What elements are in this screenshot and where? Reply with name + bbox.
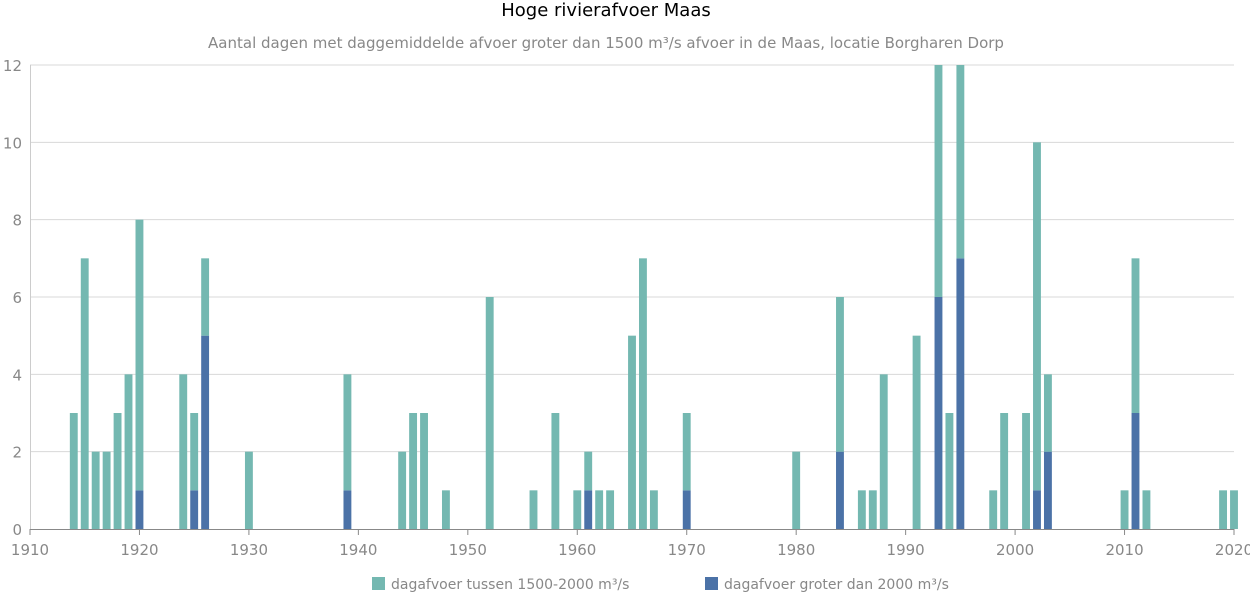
bar-segment-tussen-1500-2000[interactable] (69, 413, 78, 529)
bar-segment-tussen-1500-2000[interactable] (934, 65, 943, 297)
bar-segment-tussen-1500-2000[interactable] (113, 413, 122, 529)
legend-swatch (705, 577, 718, 590)
x-tick-label: 1950 (449, 541, 487, 559)
x-tick-label: 1910 (11, 541, 49, 559)
bar-segment-tussen-1500-2000[interactable] (91, 451, 100, 529)
y-tick-label: 8 (12, 212, 22, 230)
bar-segment-tussen-1500-2000[interactable] (1000, 413, 1009, 529)
bar-segment-groter-dan-2000[interactable] (682, 490, 691, 529)
y-tick-label: 0 (12, 521, 22, 539)
bars (69, 65, 1238, 529)
bar-segment-tussen-1500-2000[interactable] (441, 490, 450, 529)
bar-segment-groter-dan-2000[interactable] (190, 490, 199, 529)
bar-segment-tussen-1500-2000[interactable] (792, 451, 801, 529)
legend-label[interactable]: dagafvoer tussen 1500-2000 m³/s (391, 577, 629, 592)
bar-segment-tussen-1500-2000[interactable] (244, 451, 253, 529)
bar-segment-tussen-1500-2000[interactable] (124, 374, 133, 529)
bar-segment-groter-dan-2000[interactable] (934, 297, 943, 529)
bar-segment-tussen-1500-2000[interactable] (343, 374, 352, 491)
legend-swatch (372, 577, 385, 590)
y-tick-label: 4 (12, 366, 22, 384)
bar-segment-tussen-1500-2000[interactable] (190, 413, 199, 491)
x-tick-label: 1940 (339, 541, 377, 559)
x-tick-label: 1970 (668, 541, 706, 559)
bar-segment-tussen-1500-2000[interactable] (1120, 490, 1129, 529)
bar-segment-groter-dan-2000[interactable] (1131, 413, 1140, 529)
x-tick-label: 1980 (777, 541, 815, 559)
bar-segment-tussen-1500-2000[interactable] (912, 335, 921, 529)
bar-segment-tussen-1500-2000[interactable] (595, 490, 604, 529)
x-tick-label: 1960 (558, 541, 596, 559)
bar-segment-groter-dan-2000[interactable] (135, 490, 144, 529)
chart-title: Hoge rivierafvoer Maas (501, 0, 711, 21)
chart-subtitle: Aantal dagen met daggemiddelde afvoer gr… (208, 34, 1004, 52)
bar-segment-tussen-1500-2000[interactable] (1142, 490, 1151, 529)
bar-segment-tussen-1500-2000[interactable] (201, 258, 210, 336)
bar-segment-tussen-1500-2000[interactable] (649, 490, 658, 529)
bar-segment-tussen-1500-2000[interactable] (1230, 490, 1238, 529)
bar-segment-tussen-1500-2000[interactable] (551, 413, 560, 529)
bar-segment-tussen-1500-2000[interactable] (1043, 374, 1052, 452)
bar-segment-tussen-1500-2000[interactable] (529, 490, 538, 529)
x-tick-label: 1990 (887, 541, 925, 559)
bar-segment-groter-dan-2000[interactable] (836, 451, 844, 529)
y-tick-label: 10 (3, 134, 22, 152)
bar-segment-tussen-1500-2000[interactable] (102, 451, 111, 529)
bar-segment-tussen-1500-2000[interactable] (682, 413, 691, 491)
bar-segment-tussen-1500-2000[interactable] (1219, 490, 1227, 529)
bar-segment-tussen-1500-2000[interactable] (879, 374, 888, 529)
bar-segment-tussen-1500-2000[interactable] (1022, 413, 1030, 529)
bar-segment-tussen-1500-2000[interactable] (606, 490, 615, 529)
bar-segment-tussen-1500-2000[interactable] (420, 413, 428, 529)
bar-segment-tussen-1500-2000[interactable] (628, 335, 636, 529)
bar-segment-groter-dan-2000[interactable] (584, 490, 593, 529)
y-tick-label: 12 (3, 57, 22, 75)
bar-segment-tussen-1500-2000[interactable] (179, 374, 188, 529)
bar-segment-tussen-1500-2000[interactable] (485, 297, 494, 529)
bar-segment-tussen-1500-2000[interactable] (398, 451, 407, 529)
y-tick-label: 6 (12, 289, 22, 307)
legend-label[interactable]: dagafvoer groter dan 2000 m³/s (724, 577, 949, 592)
bar-segment-tussen-1500-2000[interactable] (573, 490, 582, 529)
x-tick-label: 2000 (996, 541, 1034, 559)
legend: dagafvoer tussen 1500-2000 m³/s dagafvoer… (372, 577, 949, 592)
bar-segment-tussen-1500-2000[interactable] (868, 490, 877, 529)
bar-segment-tussen-1500-2000[interactable] (135, 219, 144, 491)
bar-segment-tussen-1500-2000[interactable] (80, 258, 89, 529)
bar-segment-tussen-1500-2000[interactable] (1131, 258, 1140, 413)
x-tick-label: 2010 (1105, 541, 1143, 559)
bar-segment-tussen-1500-2000[interactable] (989, 490, 998, 529)
bar-segment-tussen-1500-2000[interactable] (836, 297, 844, 452)
axes: 0 2 4 6 8 10 12 1910 1920 1930 1940 1950 1960 1970 198… (3, 57, 1250, 559)
bar-segment-tussen-1500-2000[interactable] (584, 451, 593, 491)
bar-segment-groter-dan-2000[interactable] (343, 490, 352, 529)
bar-segment-tussen-1500-2000[interactable] (857, 490, 866, 529)
x-tick-label: 2020 (1215, 541, 1250, 559)
bar-segment-groter-dan-2000[interactable] (1033, 490, 1041, 529)
bar-segment-tussen-1500-2000[interactable] (409, 413, 418, 529)
y-tick-label: 2 (12, 444, 22, 462)
x-tick-label: 1930 (230, 541, 268, 559)
bar-segment-groter-dan-2000[interactable] (201, 335, 210, 529)
bar-segment-groter-dan-2000[interactable] (956, 258, 965, 529)
x-tick-label: 1920 (120, 541, 158, 559)
bar-segment-tussen-1500-2000[interactable] (956, 65, 965, 259)
bar-segment-groter-dan-2000[interactable] (1043, 451, 1052, 529)
bar-segment-tussen-1500-2000[interactable] (945, 413, 954, 529)
bar-segment-tussen-1500-2000[interactable] (1033, 142, 1041, 491)
bar-segment-tussen-1500-2000[interactable] (639, 258, 647, 529)
